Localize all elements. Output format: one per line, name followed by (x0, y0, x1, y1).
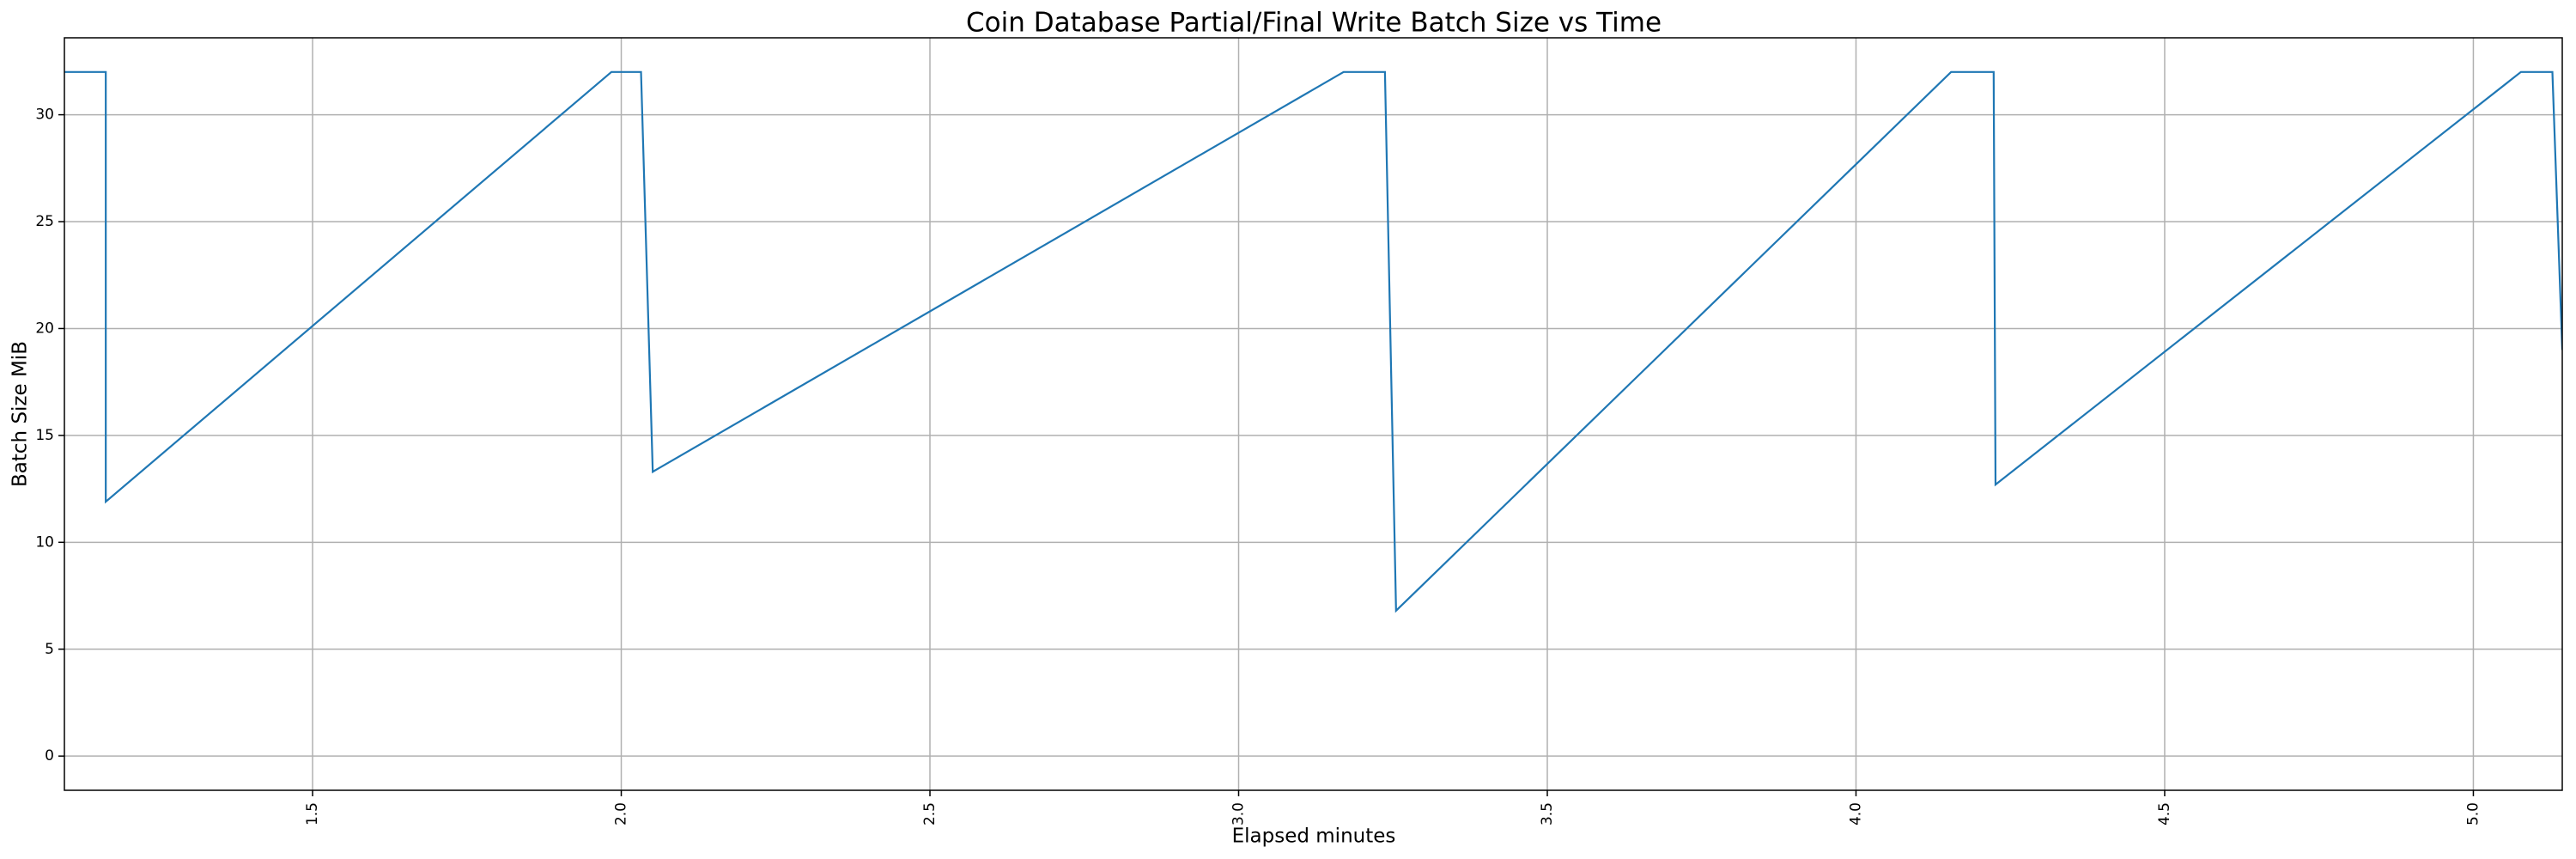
y-tick-label: 30 (35, 107, 54, 124)
y-tick-label: 25 (35, 213, 54, 230)
x-tick-label: 4.5 (2156, 802, 2173, 825)
plot-area (64, 70, 2562, 613)
y-tick-label: 5 (45, 641, 54, 658)
y-tick-label: 10 (35, 533, 54, 551)
x-tick-label: 2.5 (921, 802, 939, 825)
chart-title: Coin Database Partial/Final Write Batch … (966, 8, 1662, 39)
x-tick-label: 2.0 (613, 802, 630, 825)
y-tick-label: 20 (35, 320, 54, 337)
x-tick-label: 5.0 (2464, 802, 2482, 825)
x-tick-label: 3.0 (1230, 802, 1248, 825)
y-tick-label: 0 (45, 747, 54, 765)
x-tick-label: 4.0 (1847, 802, 1864, 825)
grid-layer (58, 38, 2562, 796)
data-line (64, 70, 2562, 613)
x-tick-label: 1.5 (304, 802, 321, 825)
x-axis-label: Elapsed minutes (1232, 825, 1396, 848)
plot-frame (64, 37, 2563, 791)
y-axis-label: Batch Size MiB (9, 341, 32, 487)
x-tick-label: 3.5 (1539, 802, 1556, 825)
y-tick-label: 15 (35, 427, 54, 444)
